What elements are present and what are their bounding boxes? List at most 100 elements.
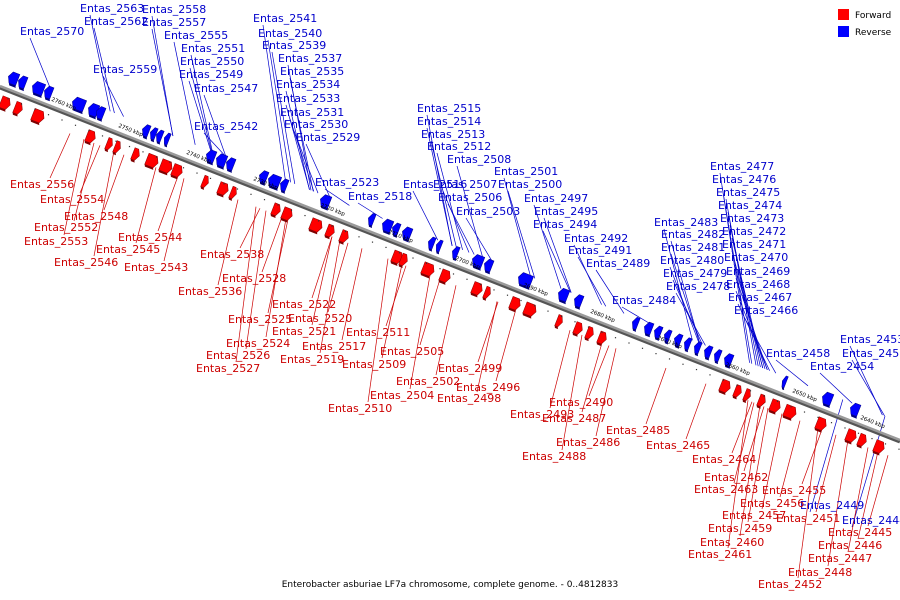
gene-label[interactable]: Entas_2480 (660, 254, 724, 267)
gene-label[interactable]: Entas_2469 (726, 265, 790, 278)
gene-label[interactable]: Entas_2555 (164, 29, 228, 42)
gene-label[interactable]: Entas_2460 (700, 536, 764, 549)
gene-label[interactable]: Entas_2531 (280, 106, 344, 119)
gene-label[interactable]: Entas_2490 (549, 396, 613, 409)
gene-label[interactable]: Entas_2492 (564, 232, 628, 245)
gene-label[interactable]: Entas_2501 (494, 165, 558, 178)
gene-label[interactable]: Entas_2494 (533, 218, 597, 231)
gene-label[interactable]: Entas_2550 (180, 55, 244, 68)
gene-label[interactable]: Entas_2470 (724, 251, 788, 264)
gene-label[interactable]: Entas_2522 (272, 298, 336, 311)
gene-label[interactable]: Entas_2475 (716, 186, 780, 199)
gene-label[interactable]: Entas_2537 (278, 52, 342, 65)
gene-label[interactable]: Entas_2529 (296, 131, 360, 144)
gene-label[interactable]: Entas_2451 (776, 512, 840, 525)
gene-label[interactable]: Entas_2486 (556, 436, 620, 449)
gene-label[interactable]: Entas_2519 (280, 353, 344, 366)
gene-label[interactable]: Entas_2471 (722, 238, 786, 251)
gene-label[interactable]: Entas_2461 (688, 548, 752, 561)
gene-label[interactable]: Entas_2551 (181, 42, 245, 55)
gene-label[interactable]: Entas_2504 (370, 389, 434, 402)
gene-label[interactable]: Entas_2458 (766, 347, 830, 360)
gene-label[interactable]: Entas_2538 (200, 248, 264, 261)
gene-label[interactable]: Entas_2514 (417, 115, 481, 128)
gene-label[interactable]: Entas_2559 (93, 63, 157, 76)
gene-label[interactable]: Entas_2507 (433, 178, 497, 191)
gene-label[interactable]: Entas_2500 (498, 178, 562, 191)
gene-label[interactable]: Entas_2497 (524, 192, 588, 205)
gene-label[interactable]: Entas_2521 (272, 325, 336, 338)
gene-label[interactable]: Entas_2524 (226, 337, 290, 350)
gene-label[interactable]: Entas_2544 (118, 231, 182, 244)
gene-label[interactable]: Entas_2506 (438, 191, 502, 204)
gene-label[interactable]: Entas_2463 (694, 483, 758, 496)
gene-label[interactable]: Entas_2456 (740, 497, 804, 510)
gene-label[interactable]: Entas_2534 (276, 78, 340, 91)
gene-label[interactable]: Entas_2533 (276, 92, 340, 105)
gene-label[interactable]: Entas_2554 (40, 193, 104, 206)
gene-label[interactable]: Entas_2489 (586, 257, 650, 270)
gene-label[interactable]: Entas_2552 (34, 221, 98, 234)
gene-label[interactable]: Entas_2478 (666, 280, 730, 293)
gene-label[interactable]: Entas_2453 (840, 333, 900, 346)
gene-label[interactable]: Entas_2513 (421, 128, 485, 141)
gene-label[interactable]: Entas_2498 (437, 392, 501, 405)
gene-label[interactable]: Entas_2511 (346, 326, 410, 339)
gene-label[interactable]: Entas_2508 (447, 153, 511, 166)
gene-label[interactable]: Entas_2462 (704, 471, 768, 484)
gene-label[interactable]: Entas_2547 (194, 82, 258, 95)
gene-label[interactable]: Entas_2452 (758, 578, 822, 591)
gene-label[interactable]: Entas_2457 (722, 509, 786, 522)
gene-label[interactable]: Entas_2549 (179, 68, 243, 81)
gene-label[interactable]: Entas_2450 (842, 347, 900, 360)
gene-label[interactable]: Entas_2481 (661, 241, 725, 254)
gene-label[interactable]: Entas_2485 (606, 424, 670, 437)
gene-label[interactable]: Entas_2502 (396, 375, 460, 388)
gene-label[interactable]: Entas_2526 (206, 349, 270, 362)
gene-label[interactable]: Entas_2472 (722, 225, 786, 238)
gene-label[interactable]: Entas_2454 (810, 360, 874, 373)
gene-label[interactable]: Entas_2488 (522, 450, 586, 463)
gene-label[interactable]: Entas_2499 (438, 362, 502, 375)
gene-label[interactable]: Entas_2465 (646, 439, 710, 452)
gene-label[interactable]: Entas_2496 (456, 381, 520, 394)
gene-label[interactable]: Entas_2539 (262, 39, 326, 52)
gene-label[interactable]: Entas_2541 (253, 12, 317, 25)
gene-label[interactable]: Entas_2459 (708, 522, 772, 535)
gene-label[interactable]: Entas_2557 (142, 16, 206, 29)
gene-label[interactable]: Entas_2536 (178, 285, 242, 298)
gene-label[interactable]: Entas_2562 (84, 15, 148, 28)
gene-label[interactable]: Entas_2525 (228, 313, 292, 326)
gene-label[interactable]: Entas_2477 (710, 160, 774, 173)
gene-label[interactable]: Entas_2543 (124, 261, 188, 274)
gene-label[interactable]: Entas_2558 (142, 3, 206, 16)
gene-label[interactable]: Entas_2528 (222, 272, 286, 285)
gene-label[interactable]: Entas_2484 (612, 294, 676, 307)
gene-label[interactable]: Entas_2503 (456, 205, 520, 218)
gene-label[interactable]: Entas_2468 (726, 278, 790, 291)
gene-label[interactable]: Entas_2548 (64, 210, 128, 223)
gene-label[interactable]: Entas_2505 (380, 345, 444, 358)
gene-label[interactable]: Entas_2491 (568, 244, 632, 257)
gene-label[interactable]: Entas_2445 (828, 526, 892, 539)
gene-label[interactable]: Entas_2570 (20, 25, 84, 38)
gene-label[interactable]: Entas_2535 (280, 65, 344, 78)
gene-label[interactable]: Entas_2542 (194, 120, 258, 133)
gene-label[interactable]: Entas_2546 (54, 256, 118, 269)
gene-label[interactable]: Entas_2455 (762, 484, 826, 497)
gene-label[interactable]: Entas_2449 (800, 499, 864, 512)
gene-label[interactable]: Entas_2495 (534, 205, 598, 218)
gene-label[interactable]: Entas_2545 (96, 243, 160, 256)
gene-label[interactable]: Entas_2464 (692, 453, 756, 466)
gene-label[interactable]: Entas_2482 (661, 228, 725, 241)
gene-label[interactable]: Entas_2493 (510, 408, 574, 421)
gene-label[interactable]: Entas_2509 (342, 358, 406, 371)
gene-label[interactable]: Entas_2527 (196, 362, 260, 375)
gene-label[interactable]: Entas_2563 (80, 2, 144, 15)
gene-label[interactable]: Entas_2520 (288, 312, 352, 325)
gene-label[interactable]: Entas_2523 (315, 176, 379, 189)
gene-label[interactable]: Entas_2515 (417, 102, 481, 115)
gene-label[interactable]: Entas_2512 (427, 140, 491, 153)
gene-label[interactable]: Entas_2446 (818, 539, 882, 552)
